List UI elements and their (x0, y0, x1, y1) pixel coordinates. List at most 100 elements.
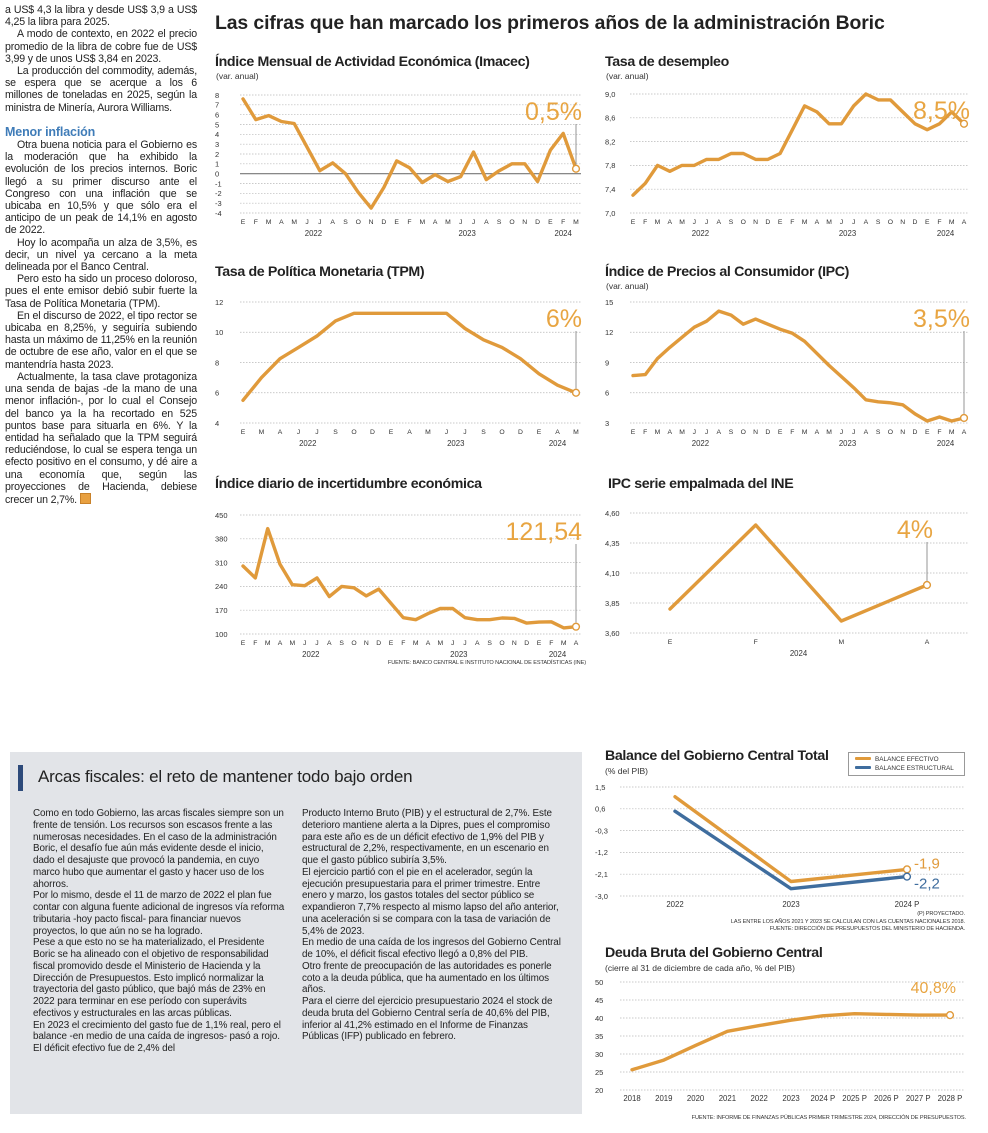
x-tick-label: A (574, 640, 579, 647)
y-tick-label: -1 (215, 179, 222, 188)
x-tick-label: 2027 P (906, 1094, 931, 1103)
x-tick-label: O (351, 429, 356, 436)
article-paragraph: En el discurso de 2022, el tipo rector s… (5, 309, 197, 371)
fiscal-paragraph: Producto Interno Bruto (PIB) y el estruc… (302, 808, 552, 866)
x-tick-label: E (394, 219, 399, 226)
x-tick-label: A (717, 219, 722, 226)
y-tick-label: 8,6 (605, 114, 615, 123)
x-tick-label: J (305, 219, 308, 226)
legend-item-estructural: BALANCE ESTRUCTURAL (855, 765, 954, 772)
x-tick-label: J (315, 640, 318, 647)
series-line (673, 795, 909, 884)
series-line (630, 1012, 952, 1072)
x-tick-label: A (962, 219, 967, 226)
y-tick-label: 100 (215, 630, 228, 639)
x-tick-label: 2026 P (874, 1094, 899, 1103)
callout-value: 121,54 (506, 518, 583, 546)
x-tick-label: A (962, 429, 967, 436)
x-tick-label: A (668, 219, 673, 226)
series-line (241, 97, 578, 210)
y-tick-label: 4 (215, 130, 219, 139)
accent-bar (18, 765, 23, 791)
x-tick-label: J (840, 219, 843, 226)
legend-label: BALANCE ESTRUCTURAL (875, 765, 954, 772)
x-tick-label: D (376, 640, 381, 647)
x-tick-label: N (753, 219, 758, 226)
y-tick-label: 4,60 (605, 509, 620, 518)
x-tick-label: A (278, 429, 283, 436)
x-tick-label: S (729, 429, 734, 436)
year-label: 2024 (549, 439, 567, 448)
chart-source-deuda: FUENTE: INFORME DE FINANZAS PÚBLICAS PRI… (691, 1115, 966, 1121)
x-tick-label: 2023 (782, 900, 799, 909)
x-tick-label: 2019 (655, 1094, 672, 1103)
x-tick-label: D (535, 219, 540, 226)
y-tick-label: 4,10 (605, 569, 620, 578)
x-tick-label: O (499, 429, 504, 436)
y-tick-label: 30 (595, 1050, 603, 1059)
x-tick-label: A (668, 429, 673, 436)
x-tick-label: O (499, 640, 504, 647)
x-tick-label: J (315, 429, 318, 436)
x-tick-label: M (655, 219, 661, 226)
end-value-label: -1,9 (914, 855, 940, 872)
chart-title-tpm: Tasa de Política Monetaria (TPM) (215, 264, 425, 280)
x-tick-label: 2023 (782, 1094, 799, 1103)
x-tick-label: O (888, 219, 893, 226)
y-tick-label: 15 (605, 298, 613, 307)
x-tick-label: F (407, 219, 411, 226)
x-tick-label: M (437, 640, 443, 647)
article-left-column: a US$ 4,3 la libra y desde US$ 3,9 a US$… (5, 4, 197, 506)
chart-subtitle-ipc: (var. anual) (606, 281, 649, 291)
y-tick-label: 9 (605, 358, 609, 367)
x-tick-label: F (754, 639, 758, 646)
x-tick-label: F (790, 219, 794, 226)
x-tick-label: E (241, 429, 246, 436)
x-tick-label: M (266, 219, 272, 226)
year-label: 2023 (839, 439, 856, 448)
x-tick-label: M (419, 219, 425, 226)
y-tick-label: 0,6 (595, 805, 605, 814)
y-tick-label: 12 (605, 328, 613, 337)
x-tick-label: A (433, 219, 438, 226)
fiscal-paragraph: En 2023 el crecimiento del gasto fue de … (33, 1019, 281, 1055)
y-tick-label: 1 (215, 160, 219, 169)
year-label: 2022 (305, 229, 322, 238)
chart-subtitle-balance: (% del PIB) (605, 766, 648, 776)
x-tick-label: 2028 P (938, 1094, 963, 1103)
y-tick-label: 3 (605, 419, 609, 428)
x-tick-label: F (253, 640, 257, 647)
x-tick-label: F (643, 429, 647, 436)
x-tick-label: E (389, 640, 394, 647)
series-line (241, 526, 578, 630)
y-tick-label: 380 (215, 535, 228, 544)
legend-label: BALANCE EFECTIVO (875, 756, 939, 763)
y-tick-label: 6 (605, 389, 609, 398)
year-label: 2024 (790, 649, 808, 658)
year-label: 2022 (302, 650, 319, 659)
year-label: 2023 (458, 229, 475, 238)
article-paragraph: A modo de contexto, en 2022 el precio pr… (5, 28, 197, 65)
chart-title-incertidumbre: Índice diario de incertidumbre económica (215, 476, 482, 492)
x-tick-label: F (561, 219, 565, 226)
y-tick-label: 35 (595, 1032, 603, 1041)
x-tick-label: A (864, 429, 869, 436)
x-tick-label: E (925, 219, 930, 226)
x-tick-label: M (573, 219, 579, 226)
series-line (631, 92, 966, 197)
page-headline: Las cifras que han marcado los primeros … (215, 12, 885, 34)
x-tick-label: J (451, 640, 454, 647)
x-tick-label: S (729, 219, 734, 226)
chart-legend-balance: BALANCE EFECTIVO BALANCE ESTRUCTURAL (848, 752, 965, 776)
x-tick-label: A (815, 429, 820, 436)
x-tick-label: E (537, 429, 542, 436)
x-tick-label: D (524, 640, 529, 647)
x-tick-label: N (522, 219, 527, 226)
legend-item-efectivo: BALANCE EFECTIVO (855, 756, 939, 763)
chart-ipc-empalmada: 4,60 4,35 4,10 3,85 3,60 E F M A 2024 4% (605, 509, 969, 658)
article-paragraph: Hoy lo acompaña un alza de 3,5%, es deci… (5, 236, 197, 274)
end-point-marker (959, 119, 969, 128)
x-tick-label: 2024 P (895, 900, 920, 909)
y-tick-label: -3 (215, 199, 222, 208)
x-tick-label: A (279, 219, 284, 226)
